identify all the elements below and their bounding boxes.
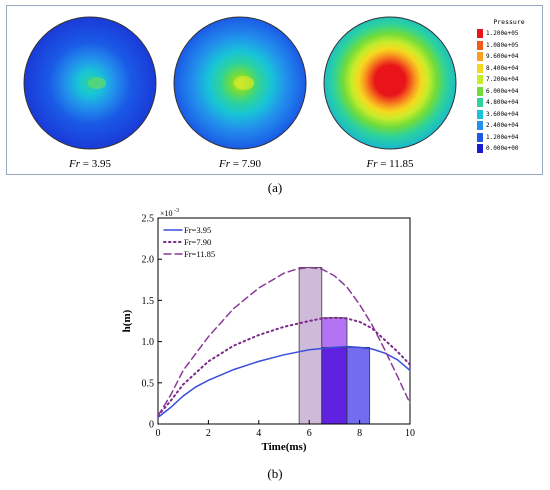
series-line	[157, 345, 411, 419]
y-tick-label: 0.5	[142, 378, 155, 389]
legend-swatch	[477, 144, 483, 153]
legend-value: 6.000e+04	[486, 87, 519, 95]
y-tick-label: 1.0	[142, 337, 155, 348]
legend-swatch	[477, 86, 483, 96]
fr-label-1: Fr = 3.95	[69, 158, 111, 170]
y-tick-label: 2.5	[142, 214, 155, 225]
x-tick-label: 4	[256, 428, 261, 439]
legend-value: 3.600e+04	[486, 110, 519, 118]
legend-entry: 4.800e+04	[477, 98, 541, 107]
legend-entry: 7.200e+04	[477, 75, 541, 84]
legend-swatch	[477, 29, 483, 38]
y-tick-label: 0	[149, 420, 154, 431]
chart-bar	[321, 346, 348, 425]
legend-title: Pressure	[493, 18, 525, 26]
legend-entry: 8.400e+04	[477, 63, 541, 73]
y-multiplier-exponent: -3	[174, 208, 179, 214]
legend-value: 1.080e+05	[486, 41, 519, 49]
legend-swatch	[477, 63, 483, 73]
legend-swatch	[477, 75, 483, 84]
legend-entry: 6.000e+04	[477, 86, 541, 96]
pressure-disc-fr-3-95	[23, 16, 157, 150]
chart-legend-label: Fr=7.90	[184, 237, 211, 247]
plot-frame	[157, 217, 411, 425]
pressure-contour-panel: Fr = 3.95 Fr = 7.90 Fr = 11.85 Pressure …	[6, 5, 543, 175]
pressure-legend: Pressure 1.200e+05 1.080e+05 9.600e+04 8.40…	[477, 18, 541, 158]
legend-swatch	[477, 121, 483, 130]
legend-entry: 1.200e+05	[477, 29, 541, 38]
y-tick-label: 2.0	[142, 255, 155, 266]
legend-swatch	[477, 109, 483, 119]
legend-entry: 1.200e+04	[477, 132, 541, 142]
chart-bar	[346, 346, 371, 425]
y-axis-label: h(m)	[121, 309, 133, 332]
panel-a-caption: (a)	[267, 180, 283, 195]
legend-value: 9.600e+04	[486, 53, 519, 60]
series-line	[157, 316, 411, 417]
height-vs-time-chart: 0 2 4 6 8 10 0 0.5 1.0 1.5 2.0 2.5 ×10 -3 Time(ms) h(m)…	[121, 208, 415, 453]
legend-value: 1.200e+04	[486, 133, 519, 141]
pressure-disc-fr-11-85	[323, 16, 457, 150]
fr-label-2: Fr = 7.90	[219, 158, 261, 170]
y-multiplier: ×10	[160, 209, 173, 218]
legend-value: 4.800e+04	[486, 99, 519, 106]
chart-legend-label: Fr=3.95	[184, 225, 211, 235]
legend-entry: 9.600e+04	[477, 52, 541, 61]
legend-value: 0.000e+00	[486, 145, 519, 152]
x-tick-label: 8	[357, 428, 362, 439]
panel-b-caption: (b)	[267, 466, 283, 481]
x-tick-label: 10	[405, 428, 415, 439]
chart-legend-label: Fr=11.85	[184, 249, 215, 259]
legend-value: 2.400e+04	[486, 122, 519, 129]
x-axis-label: Time(ms)	[261, 441, 306, 453]
legend-swatch	[477, 98, 483, 107]
y-tick-label: 1.5	[142, 296, 155, 307]
legend-value: 8.400e+04	[486, 64, 519, 72]
legend-swatch	[477, 132, 483, 142]
legend-value: 1.200e+05	[486, 30, 519, 37]
pressure-disc-fr-7-90	[173, 16, 307, 150]
legend-entry: 3.600e+04	[477, 109, 541, 119]
chart-bar	[298, 267, 323, 425]
legend-value: 7.200e+04	[486, 76, 519, 83]
legend-entry: 0.000e+00	[477, 144, 541, 153]
legend-entry: 2.400e+04	[477, 121, 541, 130]
series-line	[157, 266, 411, 417]
x-tick-label: 0	[156, 428, 161, 439]
x-tick-label: 6	[307, 428, 312, 439]
legend-swatch	[477, 52, 483, 61]
legend-entry: 1.080e+05	[477, 40, 541, 50]
fr-label-3: Fr = 11.85	[366, 158, 414, 170]
x-tick-label: 2	[206, 428, 211, 439]
legend-swatch	[477, 40, 483, 50]
